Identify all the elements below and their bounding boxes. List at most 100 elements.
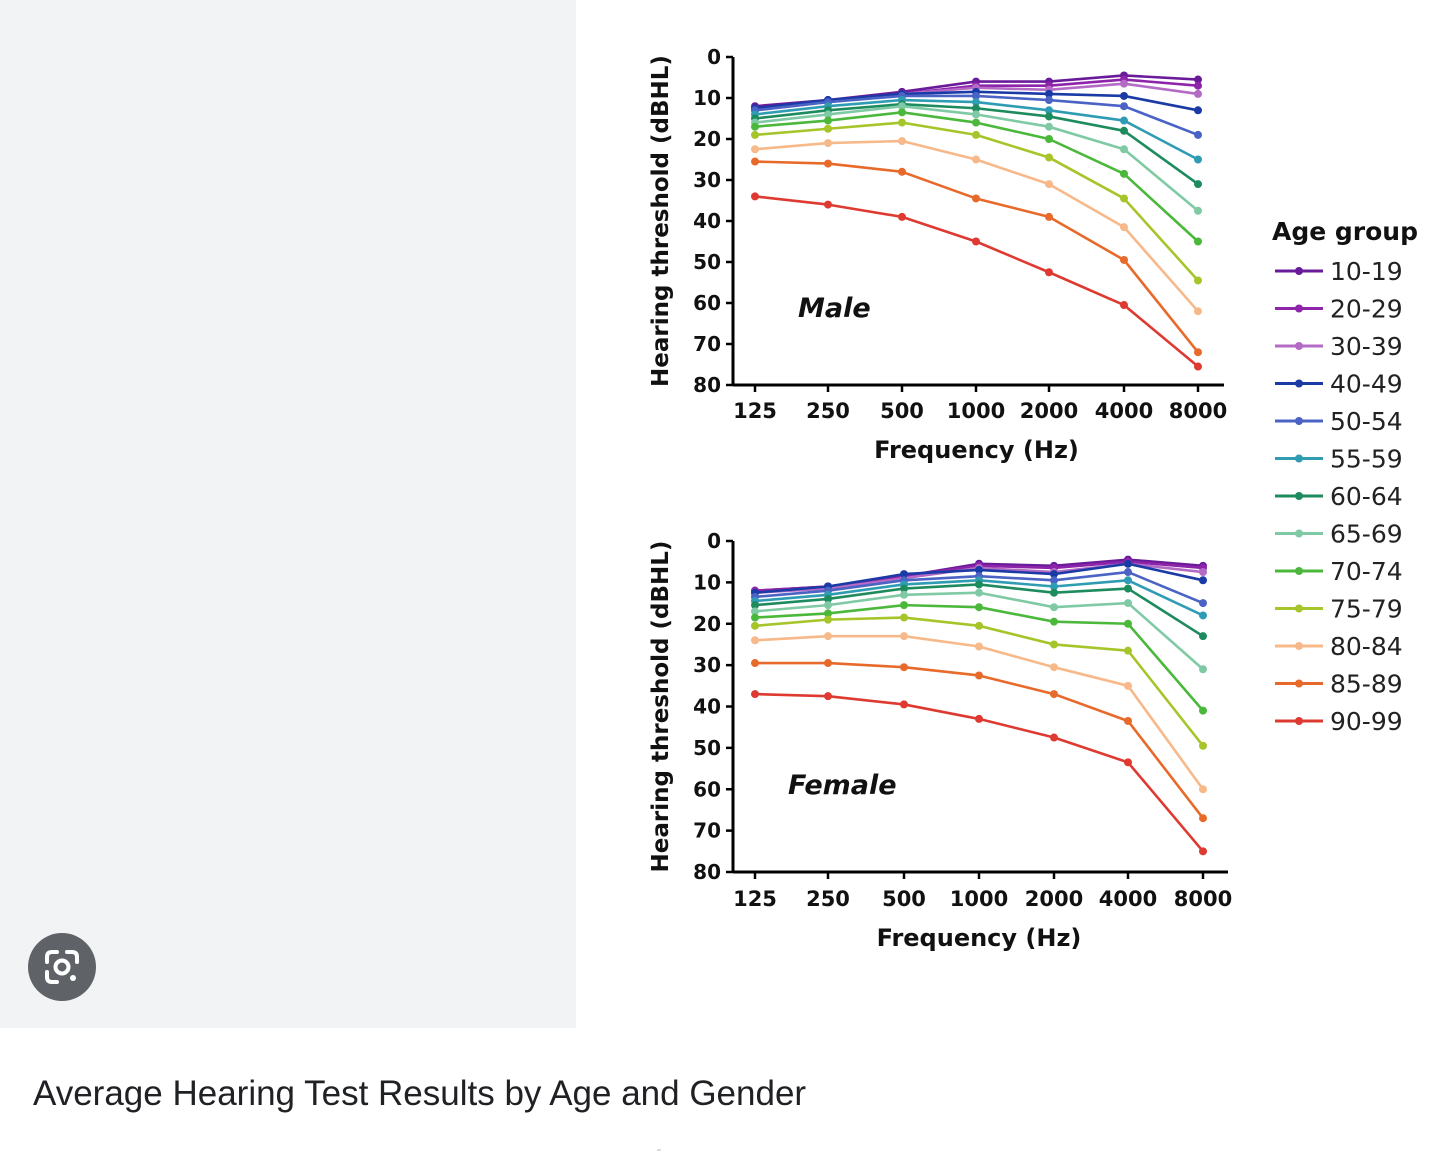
- series-85-89: [751, 157, 1202, 357]
- data-point: [1050, 617, 1058, 626]
- series-75-79: [751, 118, 1202, 285]
- series-65-69: [751, 588, 1207, 674]
- legend-swatch-marker: [1295, 642, 1303, 650]
- legend-label: 70-74: [1330, 557, 1403, 586]
- data-point: [824, 632, 832, 641]
- chart-panel-male: 0 10 20 30 40 50 60 70 80 125 250 500 1000 2000 4000 80…: [648, 45, 1227, 464]
- data-point: [1120, 79, 1128, 88]
- data-point: [1199, 568, 1207, 577]
- data-point: [751, 621, 759, 630]
- data-point: [1124, 681, 1132, 690]
- y-tick-label: 60: [693, 777, 721, 801]
- x-tick-label: 8000: [1169, 399, 1227, 423]
- data-point: [751, 192, 759, 201]
- data-point: [1124, 576, 1132, 585]
- data-point: [1199, 611, 1207, 620]
- data-point: [1199, 706, 1207, 715]
- data-point: [1050, 663, 1058, 672]
- data-point: [972, 98, 980, 107]
- data-point: [1120, 116, 1128, 125]
- data-point: [1124, 584, 1132, 593]
- series-70-74: [751, 601, 1207, 715]
- legend-entry: 60-64: [1275, 482, 1403, 511]
- series-90-99: [751, 192, 1202, 371]
- legend-swatch-marker: [1295, 417, 1303, 425]
- y-tick-label: 30: [693, 168, 721, 192]
- data-point: [1199, 576, 1207, 585]
- y-axis-label: Hearing threshold (dBHL): [648, 541, 674, 873]
- data-point: [751, 607, 759, 616]
- data-point: [1124, 599, 1132, 608]
- series-line: [754, 139, 1199, 313]
- data-point: [898, 212, 906, 221]
- data-point: [1194, 81, 1202, 90]
- data-point: [1194, 155, 1202, 164]
- legend-swatch-marker: [1295, 529, 1303, 538]
- legend-swatch-marker: [1295, 492, 1303, 500]
- legend-label: 40-49: [1330, 370, 1403, 399]
- data-point: [1199, 847, 1207, 856]
- data-point: [972, 91, 980, 100]
- x-tick-label: 8000: [1174, 887, 1232, 911]
- data-point: [975, 671, 983, 680]
- y-tick-label: 10: [693, 570, 721, 594]
- data-point: [1045, 112, 1053, 121]
- data-point: [1124, 568, 1132, 577]
- image-caption[interactable]: Average Hearing Test Results by Age and …: [33, 1074, 807, 1113]
- legend-entry: 80-84: [1275, 632, 1403, 661]
- series-80-84: [751, 137, 1202, 316]
- data-point: [751, 157, 759, 166]
- legend-label: 75-79: [1330, 595, 1403, 624]
- legend-label: 20-29: [1330, 295, 1403, 324]
- data-point: [1120, 126, 1128, 135]
- x-tick-label: 250: [806, 399, 850, 423]
- legend-swatch-marker: [1295, 267, 1303, 275]
- data-point: [1045, 180, 1053, 189]
- data-point: [1194, 106, 1202, 115]
- x-tick-label: 250: [806, 887, 850, 911]
- data-point: [751, 601, 759, 610]
- legend-swatch-marker: [1295, 379, 1303, 388]
- y-tick-label: 20: [693, 127, 721, 151]
- data-point: [1050, 733, 1058, 742]
- series-90-99: [751, 690, 1207, 856]
- legend-label: 65-69: [1330, 520, 1403, 549]
- data-point: [900, 570, 908, 579]
- legend-swatch-marker: [1295, 342, 1303, 350]
- legend-label: 80-84: [1330, 632, 1403, 661]
- data-point: [1120, 223, 1128, 232]
- legend-swatch-marker: [1295, 679, 1303, 688]
- data-point: [824, 659, 832, 668]
- x-tick-label: 125: [733, 887, 777, 911]
- y-tick-label: 70: [693, 332, 721, 356]
- data-point: [751, 659, 759, 668]
- legend-label: 85-89: [1330, 670, 1403, 699]
- y-tick-label: 70: [693, 819, 721, 843]
- series-70-74: [751, 108, 1202, 246]
- data-point: [1124, 646, 1132, 655]
- divider: [657, 1149, 661, 1151]
- data-point: [1045, 106, 1053, 115]
- chart-panel-female: 0 10 20 30 40 50 60 70 80 125 250 500 1000 2000 4000 80…: [648, 529, 1232, 952]
- legend-label: 90-99: [1330, 707, 1403, 736]
- y-tick-label: 10: [693, 86, 721, 110]
- data-point: [1120, 91, 1128, 100]
- google-lens-button[interactable]: [28, 933, 96, 1001]
- data-point: [900, 700, 908, 709]
- data-point: [824, 159, 832, 168]
- legend-entry: 30-39: [1275, 332, 1403, 361]
- data-point: [1199, 785, 1207, 794]
- data-point: [1194, 237, 1202, 246]
- legend-entry: 55-59: [1275, 445, 1403, 474]
- data-point: [824, 124, 832, 133]
- data-point: [898, 167, 906, 176]
- data-point: [1045, 96, 1053, 105]
- legend-label: 10-19: [1330, 257, 1403, 286]
- data-point: [751, 122, 759, 131]
- data-point: [975, 565, 983, 574]
- series-line: [754, 195, 1199, 368]
- x-axis-label: Frequency (Hz): [874, 436, 1079, 464]
- data-point: [1194, 206, 1202, 215]
- x-tick-label: 500: [882, 887, 926, 911]
